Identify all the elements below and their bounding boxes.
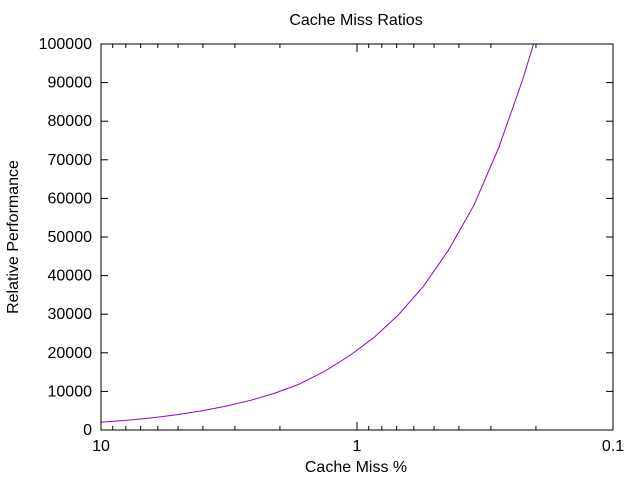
y-tick-label: 40000 <box>48 268 93 285</box>
y-tick-label: 0 <box>83 422 92 439</box>
y-tick-label: 20000 <box>48 345 93 362</box>
plot-frame <box>100 43 614 431</box>
y-tick-label: 80000 <box>48 113 93 130</box>
series-line-0 <box>101 44 535 423</box>
x-tick-label: 10 <box>92 438 110 455</box>
x-axis-label: Cache Miss % <box>305 459 407 476</box>
y-tick-label: 10000 <box>48 383 93 400</box>
y-tick-label: 50000 <box>48 229 93 246</box>
y-tick-label: 90000 <box>48 75 93 92</box>
x-tick-label: 1 <box>353 438 362 455</box>
ticks: 0 10000 20000 30000 40000 50000 60000 70000 8000… <box>39 36 625 455</box>
y-tick-label: 100000 <box>39 36 92 53</box>
y-tick-label: 70000 <box>48 152 93 169</box>
plot-area <box>101 44 535 423</box>
y-tick-label: 30000 <box>48 306 93 323</box>
chart-title: Cache Miss Ratios <box>289 12 422 29</box>
y-axis-label: Relative Performance <box>5 160 22 314</box>
x-tick-label: 0.1 <box>602 438 624 455</box>
y-tick-label: 60000 <box>48 190 93 207</box>
